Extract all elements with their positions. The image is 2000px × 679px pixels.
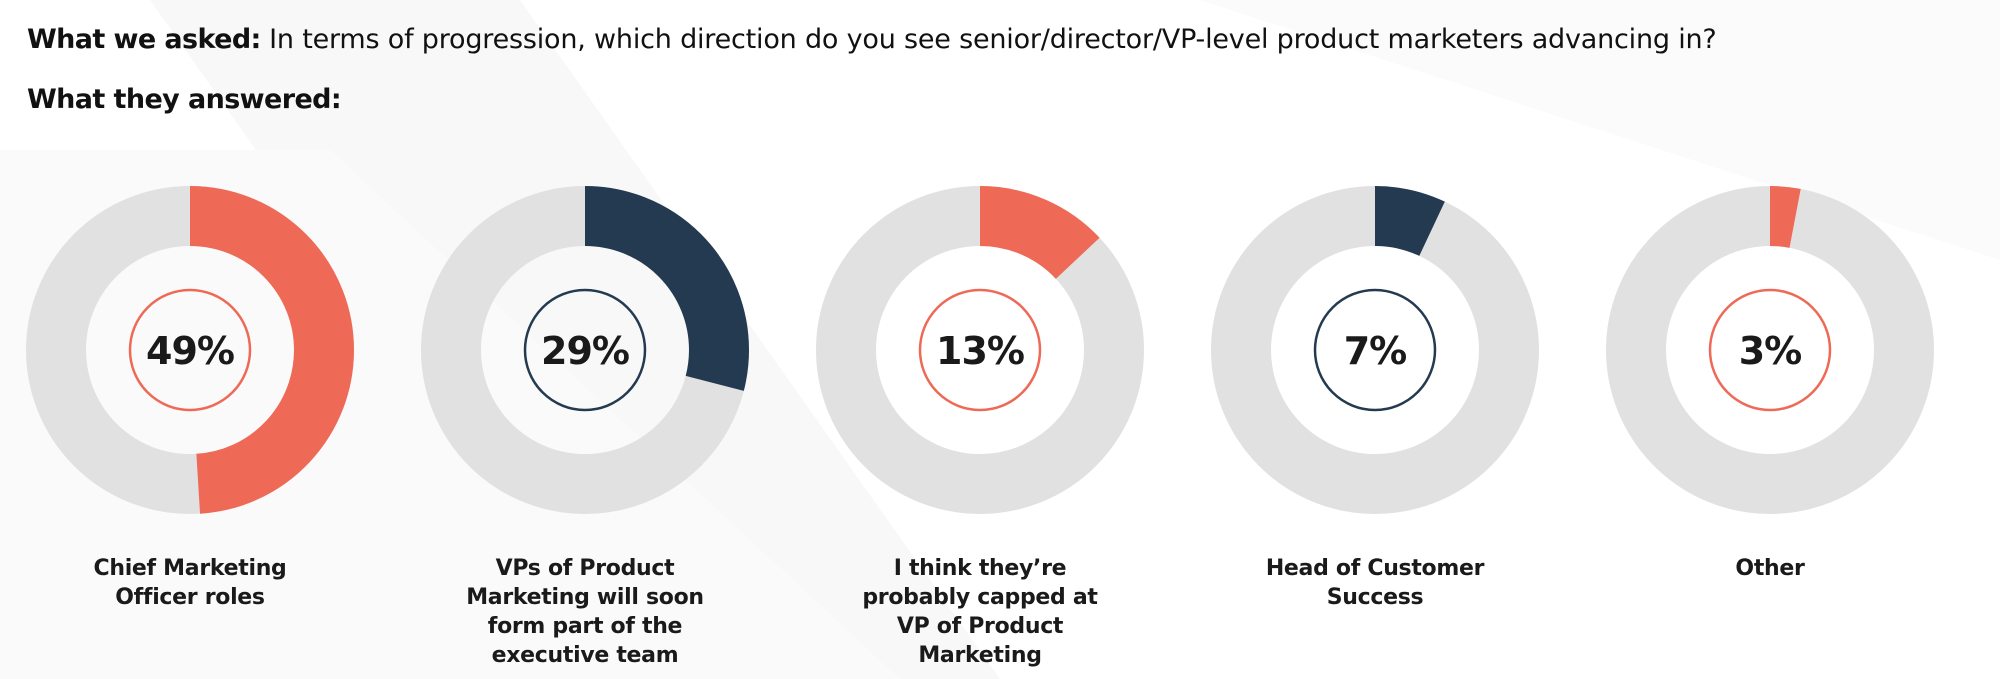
category-label: Chief Marketing Officer roles [93, 556, 287, 610]
question-line: What we asked: In terms of progression, … [27, 24, 1717, 55]
asked-label: What we asked: [27, 24, 261, 55]
inner-ring [1708, 288, 1832, 412]
category-label: VPs of Product Marketing will soon form … [466, 556, 704, 668]
inner-ring [918, 288, 1042, 412]
donut-1: 49% [26, 186, 354, 514]
answered-label: What they answered: [27, 84, 342, 115]
inner-ring [523, 288, 647, 412]
category-label: I think they’re probably capped at VP of… [862, 556, 1098, 668]
percent-label: 7% [1344, 329, 1407, 373]
donut-slice [816, 186, 1144, 514]
inner-ring [1313, 288, 1437, 412]
donut-slice [26, 186, 354, 514]
percent-label: 49% [146, 329, 234, 373]
donut-2: 29% [421, 186, 749, 514]
inner-ring [128, 288, 252, 412]
question-text: In terms of progression, which direction… [269, 24, 1717, 55]
percent-label: 29% [541, 329, 629, 373]
category-label: Head of Customer Success [1265, 556, 1485, 610]
donut-5: 3% [1606, 186, 1934, 514]
donut-slice [421, 186, 749, 514]
donut-slice [1211, 186, 1539, 514]
percent-label: 3% [1739, 329, 1802, 373]
category-label: Other [1735, 556, 1805, 581]
percent-label: 13% [936, 329, 1024, 373]
donut-3: 13% [816, 186, 1144, 514]
donut-slice [1606, 186, 1934, 514]
donut-4: 7% [1211, 186, 1539, 514]
